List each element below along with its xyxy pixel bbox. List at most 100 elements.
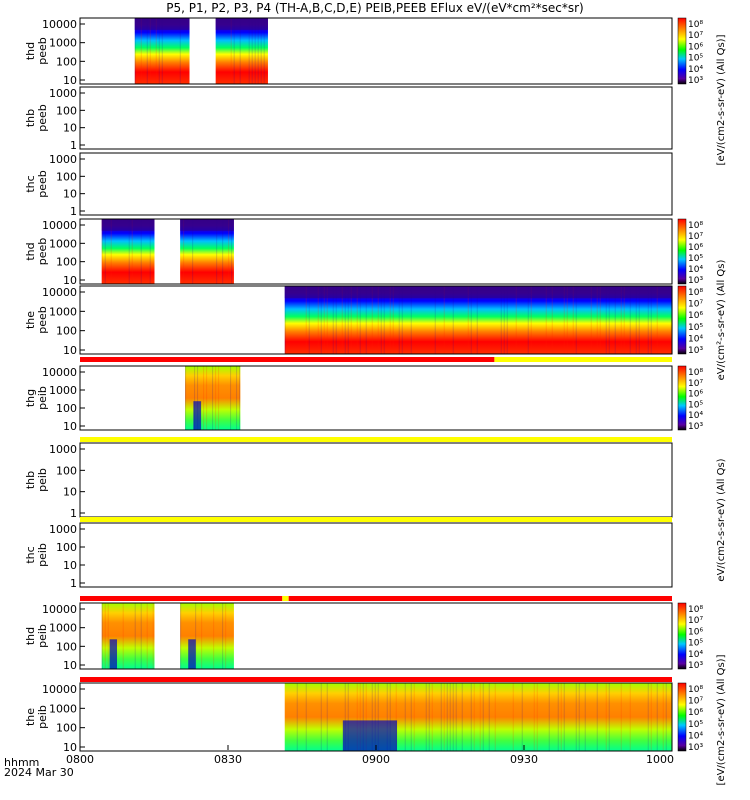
spectrogram-streak <box>251 18 253 84</box>
colorbar-tick-label: 10⁷ <box>688 232 703 242</box>
spectrogram-streak <box>533 683 535 751</box>
spectrogram-streak <box>599 286 601 354</box>
panel-label-line: peib <box>36 468 49 492</box>
spectrogram-streak <box>521 683 523 751</box>
panel-2: 1000 100 10 1 thcpeeb <box>24 152 673 218</box>
colorbar-unit-label-4: [eV/(cm2-s-sr-eV) (All Qs)] <box>716 654 727 785</box>
spectrogram-streak <box>155 18 157 84</box>
spectrogram-streak <box>575 683 577 751</box>
spectrogram-streak <box>578 683 580 751</box>
spectrogram-dropout <box>342 720 398 751</box>
colorbar <box>677 218 687 285</box>
colorbar-tick-label: 10⁵ <box>688 639 703 649</box>
spectrogram-streak <box>131 219 133 284</box>
spectrogram-streak <box>140 603 142 669</box>
y-tick-label: 100 <box>56 640 77 653</box>
panel-label-line: peib <box>36 624 49 648</box>
panel-label: thepeeb <box>24 306 49 334</box>
colorbar-unit-label-1: eV/(cm²-s-sr-eV) (All Qs) <box>716 260 727 381</box>
spectrogram-dropout <box>193 401 202 430</box>
y-tick-label: 1000 <box>49 384 77 397</box>
colorbar-tick-label: 10⁶ <box>688 243 703 253</box>
spectrogram-streak <box>212 366 214 430</box>
spectrogram-streak <box>146 603 148 669</box>
spectrogram-streak <box>239 366 241 430</box>
y-tick-label: 100 <box>56 170 77 183</box>
spectrogram-streak <box>398 286 400 354</box>
spectrogram-streak <box>305 683 307 751</box>
spectrogram-streak <box>248 18 250 84</box>
panel-label-line: peib <box>36 705 49 729</box>
spectrogram-streak <box>656 683 658 751</box>
panel-frame <box>79 218 673 285</box>
panel-label-line: peeb <box>36 170 49 198</box>
spectrogram-streak <box>335 286 337 354</box>
panel-frame <box>79 365 673 431</box>
spectrogram-streak <box>455 683 457 751</box>
y-tick-label: 10000 <box>42 603 77 616</box>
y-tick-label: 1 <box>70 507 77 520</box>
spectrogram-streak <box>389 683 391 751</box>
spectrogram-streak <box>326 286 328 354</box>
y-tick-label: 100 <box>56 402 77 415</box>
spectrogram-streak <box>192 219 194 284</box>
y-tick-label: 1000 <box>49 153 77 166</box>
spectrogram-streak <box>356 286 358 354</box>
panel-label-line: thb <box>24 471 37 489</box>
spectrogram-streak <box>443 286 445 354</box>
quality-flag-bar <box>288 596 672 601</box>
spectrogram-streak <box>404 683 406 751</box>
spectrogram-streak <box>185 366 187 430</box>
spectrogram-streak <box>401 286 403 354</box>
panel-label-line: thd <box>24 627 37 645</box>
time-axis-label: hhmm <box>4 756 39 769</box>
spectrogram-streak <box>231 219 233 284</box>
colorbar-tick-label: 10⁸ <box>688 20 703 30</box>
colorbar <box>677 682 687 752</box>
spectrogram-streak <box>446 683 448 751</box>
spectrogram-streak <box>386 683 388 751</box>
spectrogram-streak <box>347 286 349 354</box>
spectrogram-streak <box>575 286 577 354</box>
colorbar-tick-label: 10⁴ <box>688 650 703 660</box>
spectrogram-streak <box>296 683 298 751</box>
colorbar-tick-label: 10³ <box>688 346 703 356</box>
spectrogram-streak <box>197 366 199 430</box>
spectrogram-streak <box>228 219 230 284</box>
time-tick-0900: 0900 <box>362 753 390 766</box>
colorbar-tick-label: 10⁷ <box>688 616 703 626</box>
spectrogram-streak <box>140 18 142 84</box>
spectrogram-streak <box>152 603 154 669</box>
spectrogram-streak <box>473 683 475 751</box>
spectrogram-streak <box>530 286 532 354</box>
panel-label-line: peeb <box>36 37 49 65</box>
spectrogram-streak <box>506 286 508 354</box>
spectrogram-streak <box>146 18 148 84</box>
y-tick-label: 10 <box>63 741 77 754</box>
panel-frame <box>79 442 673 518</box>
spectrogram-streak <box>140 219 142 284</box>
spectrogram-streak <box>452 286 454 354</box>
time-tick-1000: 1000 <box>646 753 674 766</box>
spectrogram-streak <box>512 683 514 751</box>
y-tick-label: 10 <box>63 188 77 201</box>
colorbar-tick-label: 10⁵ <box>688 323 703 333</box>
time-tick-0930: 0930 <box>510 753 538 766</box>
spectrogram-streak <box>230 366 232 430</box>
spectrogram-noise-band <box>284 286 672 299</box>
spectrogram-streak <box>161 18 163 84</box>
panel-label: thcpeib <box>24 543 49 567</box>
panel-frame <box>79 522 673 588</box>
y-tick-label: 10 <box>63 344 77 357</box>
panel-label-line: peeb <box>36 104 49 132</box>
spectrogram-streak <box>656 286 658 354</box>
panel-label: thgpeib <box>24 386 49 410</box>
y-tick-label: 10000 <box>42 683 77 696</box>
panel-label: thdpeeb <box>24 37 49 65</box>
quality-flag-bar <box>282 596 289 601</box>
spectrogram-streak <box>608 683 610 751</box>
spectrogram-streak <box>431 683 433 751</box>
